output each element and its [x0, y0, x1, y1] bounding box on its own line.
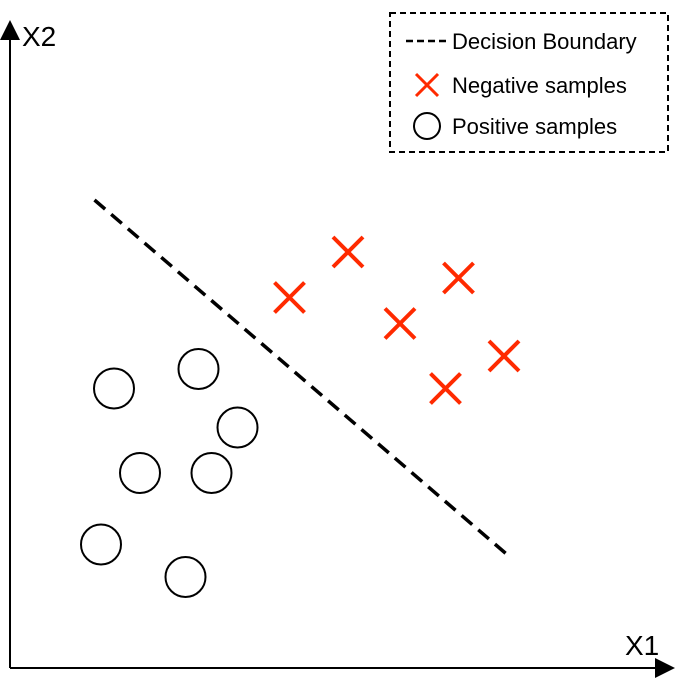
legend-positive-symbol — [413, 112, 441, 140]
positive-sample-point — [177, 348, 220, 390]
legend-negative-label: Negative samples — [452, 73, 627, 98]
negative-sample-point — [273, 281, 306, 314]
negative-sample-point — [429, 372, 462, 405]
positive-sample-point — [119, 452, 161, 494]
positive-sample-point — [80, 523, 122, 566]
plot-layer — [80, 198, 521, 598]
legend: Decision Boundary Negative samples Posit… — [389, 12, 669, 153]
y-axis-label: X2 — [22, 21, 56, 52]
x-axis-label: X1 — [625, 630, 659, 661]
positive-sample-point — [164, 556, 207, 598]
legend-negative-symbol — [414, 72, 440, 98]
positive-sample-point — [216, 406, 259, 449]
negative-sample-point — [383, 307, 417, 340]
positive-sample-point — [93, 367, 135, 410]
legend-positive-label: Positive samples — [452, 114, 617, 139]
legend-box — [389, 12, 669, 153]
negative-sample-point — [442, 261, 475, 295]
positive-sample-point — [190, 452, 233, 494]
decision-boundary — [93, 198, 512, 559]
negative-sample-point — [487, 339, 521, 373]
legend-boundary-label: Decision Boundary — [452, 29, 637, 54]
negative-sample-point — [331, 235, 365, 269]
